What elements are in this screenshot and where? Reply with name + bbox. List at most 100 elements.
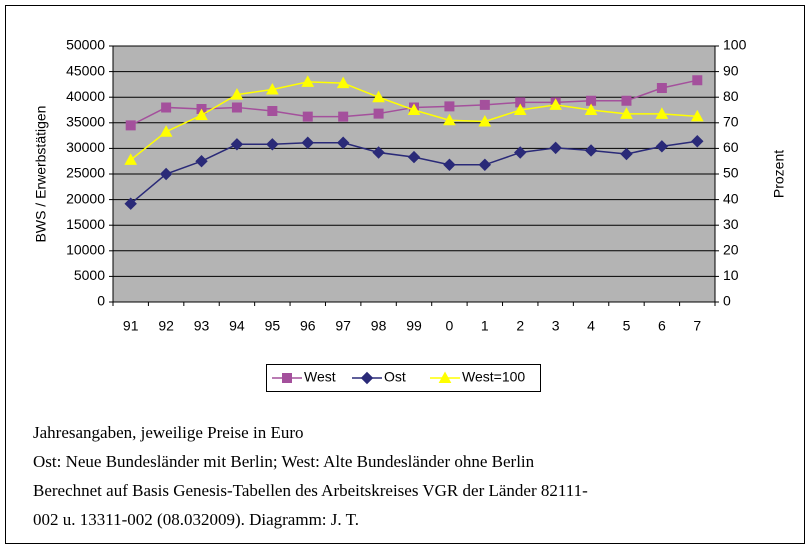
x-tick-label: 96 [300,318,316,334]
data-point [549,141,562,155]
x-tick-label: 2 [516,318,524,334]
data-point [336,76,350,89]
data-point [124,153,138,165]
data-point [124,197,137,210]
y-tick-label: 35000 [66,114,105,130]
legend-marker [360,371,374,385]
caption-line: Ost: Neue Bundesländer mit Berlin; West:… [33,452,535,471]
data-point [443,113,456,126]
y2-tick-label: 50 [723,165,739,181]
data-point [302,111,313,122]
data-point [620,147,633,161]
y2-tick-label: 100 [723,37,747,53]
x-tick-label: 95 [265,318,281,334]
y-axis-label: BWS / Erwerbstätigen [33,106,49,243]
data-point [195,108,208,121]
x-tick-label: 94 [229,318,245,334]
data-point [478,114,492,127]
legend [266,364,541,392]
legend-label: Ost [384,369,406,385]
x-tick-label: 7 [693,318,701,334]
y2-tick-label: 70 [723,114,739,130]
y2-axis-label: Prozent [771,150,787,198]
data-point [513,103,527,115]
data-point [195,154,208,168]
data-point [125,120,136,131]
x-tick-label: 98 [371,318,387,334]
data-point [336,136,350,149]
data-point [655,107,669,119]
x-tick-label: 97 [335,318,351,334]
y2-tick-label: 90 [723,62,739,78]
data-point [656,82,667,93]
x-tick-label: 6 [658,318,666,334]
data-point [267,106,278,117]
y-tick-label: 0 [97,293,105,309]
y2-tick-label: 10 [723,267,739,283]
data-point [407,103,421,115]
data-point [549,98,562,110]
y2-tick-label: 60 [723,139,739,155]
y-tick-label: 45000 [66,62,105,78]
legend-marker [438,371,452,383]
data-point [372,146,385,159]
data-point [692,75,703,86]
y-tick-label: 30000 [66,139,105,155]
x-tick-label: 0 [446,318,454,334]
legend-label: West [304,369,336,385]
data-point [301,75,315,87]
x-tick-label: 4 [587,318,595,334]
caption-line: Jahresangaben, jeweilige Preise in Euro [33,423,304,442]
data-point [159,167,173,181]
y-tick-label: 20000 [66,190,105,206]
legend-label: West=100 [462,369,525,385]
data-point [373,108,384,119]
data-point [479,99,490,110]
x-tick-label: 5 [623,318,631,334]
data-point [584,103,598,115]
x-tick-label: 91 [123,318,139,334]
data-point [266,138,279,151]
y2-tick-label: 20 [723,242,739,258]
data-point [620,107,633,119]
data-point [159,125,173,137]
data-point [655,140,669,153]
data-point [584,144,598,157]
data-point [478,158,492,171]
y2-tick-label: 30 [723,216,739,232]
y-tick-label: 40000 [66,88,105,104]
x-tick-label: 92 [158,318,174,334]
caption-line: Berechnet auf Basis Genesis-Tabellen des… [33,481,588,500]
data-point [231,102,242,113]
data-point [372,90,385,103]
data-point [301,136,314,149]
data-point [161,102,172,113]
y2-tick-label: 80 [723,88,739,104]
x-tick-label: 93 [194,318,210,334]
data-point [266,82,279,95]
data-point [407,150,421,164]
caption-line: 002 u. 13311-002 (08.032009). Diagramm: … [33,510,359,529]
y2-tick-label: 40 [723,190,739,206]
y-tick-label: 25000 [66,165,105,181]
data-point [443,158,456,171]
data-point [338,111,349,122]
data-point [515,97,526,108]
x-tick-label: 1 [481,318,489,334]
y2-tick-label: 0 [723,293,731,309]
data-point [230,88,244,100]
x-tick-label: 3 [552,318,560,334]
x-tick-label: 99 [406,318,422,334]
y-tick-label: 15000 [66,216,105,232]
data-point [586,95,597,106]
data-point [621,95,632,106]
y-tick-label: 5000 [74,267,105,283]
data-point [444,101,455,112]
data-point [514,146,527,159]
data-point [690,109,704,122]
y-tick-label: 10000 [66,242,105,258]
data-point [691,135,704,148]
data-point [230,138,244,151]
legend-marker [282,373,292,383]
